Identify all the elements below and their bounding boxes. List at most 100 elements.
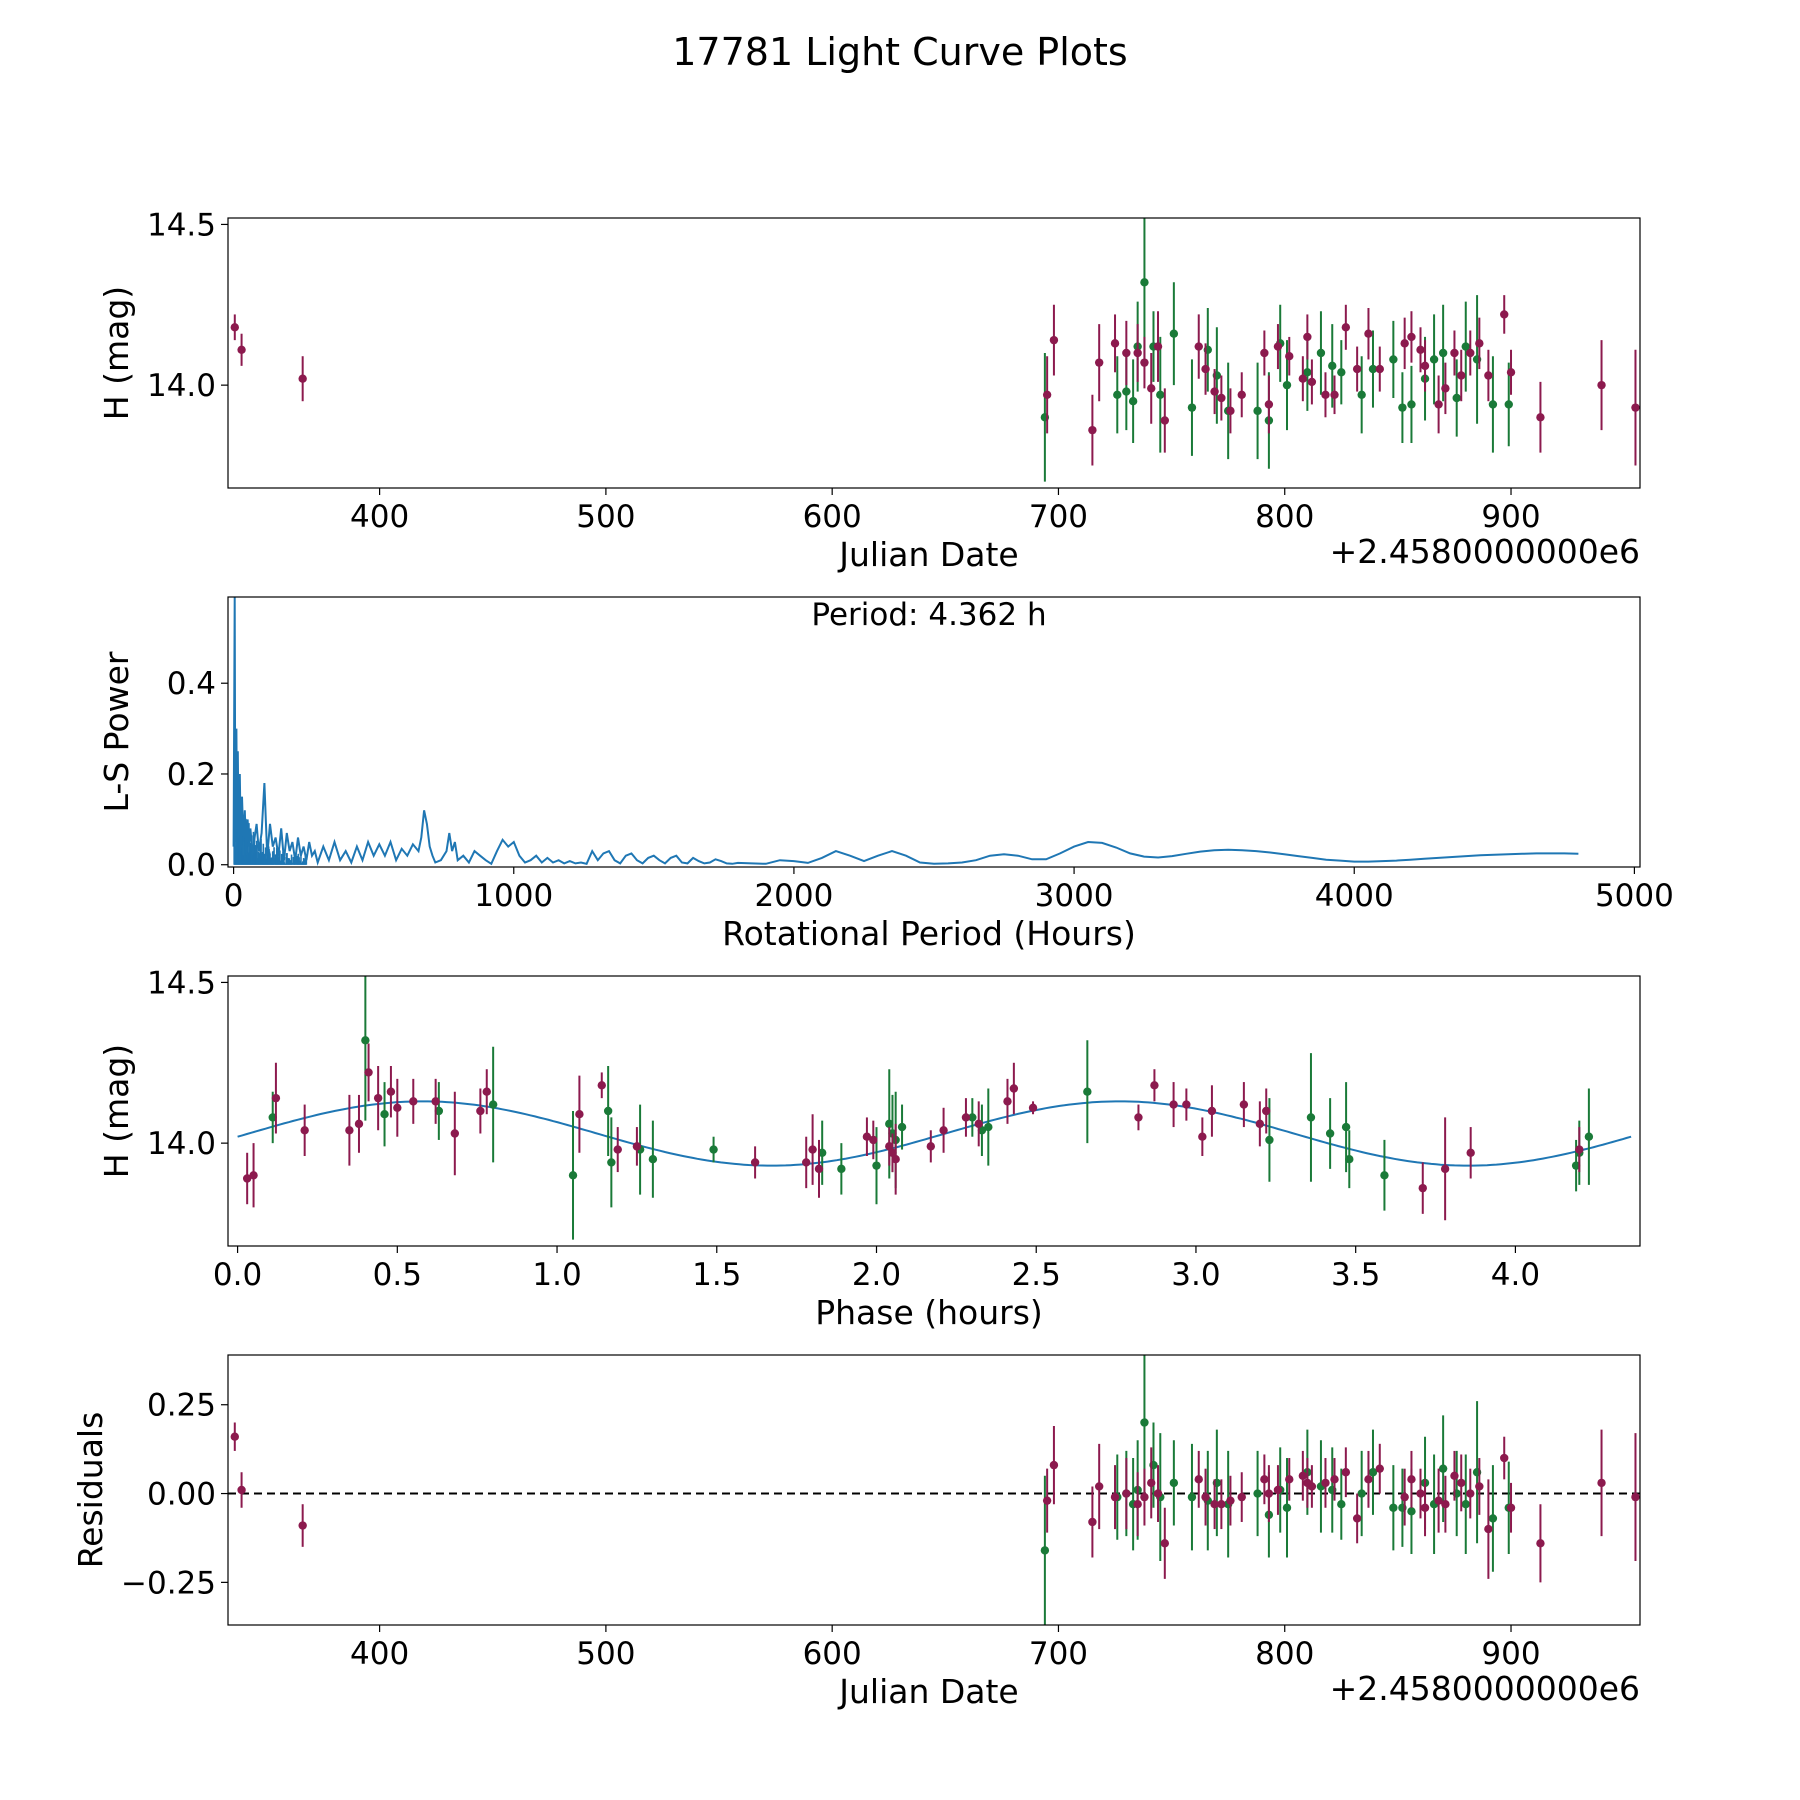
r-data-point — [1049, 335, 1059, 345]
phased-points — [242, 976, 1594, 1240]
g-data-point — [1156, 390, 1165, 399]
g-data-point — [1429, 355, 1439, 364]
g-data-point — [1389, 355, 1398, 364]
g-data-point — [837, 1164, 846, 1174]
g-data-point — [1398, 403, 1407, 412]
r-data-point — [1330, 1475, 1339, 1484]
r-data-point — [1239, 1100, 1249, 1109]
x-tick-label: 0.5 — [373, 1257, 422, 1293]
g-data-point — [1380, 1171, 1389, 1180]
x-axis-label: Phase (hours) — [815, 1293, 1043, 1332]
g-data-point — [1306, 1113, 1316, 1122]
r-data-point — [1450, 1471, 1459, 1480]
g-data-point — [1187, 403, 1197, 412]
y-tick-label: −0.25 — [121, 1565, 216, 1601]
r-data-point — [862, 1132, 872, 1141]
g-data-point — [1122, 387, 1131, 396]
r-data-point — [1434, 1496, 1443, 1505]
r-data-point — [1217, 1500, 1226, 1509]
g-data-point — [1083, 1087, 1092, 1096]
r-data-point — [1457, 1478, 1466, 1488]
g-data-point — [1341, 1122, 1351, 1132]
periodogram-panel: Period: 4.362 h 0 1000 2000 3000 4000 5000 0.0 0… — [97, 596, 1674, 953]
r-data-point — [1003, 1097, 1012, 1106]
r-data-point — [1201, 1492, 1210, 1502]
r-data-point — [1375, 364, 1384, 374]
g-data-point — [488, 1100, 498, 1109]
period-annotation: Period: 4.362 h — [811, 597, 1046, 633]
x-tick-label: 1.0 — [532, 1257, 581, 1293]
lightcurve-frame — [227, 217, 1641, 489]
r-data-point — [1441, 1500, 1450, 1509]
g-data-point — [1407, 400, 1416, 409]
r-data-point — [974, 1119, 983, 1129]
r-data-point — [1475, 339, 1484, 348]
r-data-point — [1226, 1496, 1235, 1505]
r-data-point — [1420, 1503, 1430, 1512]
g-data-point — [1328, 361, 1337, 371]
r-data-point — [1049, 1460, 1059, 1470]
r-data-point — [354, 1119, 364, 1129]
x-tick-label: 3000 — [1035, 878, 1114, 914]
y-tick-label: 14.5 — [147, 965, 216, 1001]
r-data-point — [1042, 390, 1052, 399]
r-data-point — [271, 1093, 281, 1103]
g-data-point — [434, 1106, 444, 1116]
r-data-point — [1475, 1482, 1484, 1491]
r-data-point — [386, 1087, 396, 1096]
r-data-point — [814, 1164, 824, 1174]
g-data-point — [1488, 1514, 1498, 1523]
r-data-point — [1150, 1081, 1159, 1090]
r-data-point — [1260, 1475, 1269, 1484]
r-data-point — [237, 345, 246, 354]
r-data-point — [1147, 1478, 1156, 1488]
y-axis-label: Residuals — [71, 1412, 110, 1569]
r-data-point — [926, 1142, 936, 1151]
g-data-point — [268, 1113, 277, 1122]
periodogram-line — [232, 597, 1579, 866]
r-data-point — [597, 1081, 606, 1090]
r-data-point — [1285, 352, 1294, 361]
x-tick-label: 600 — [803, 1636, 862, 1672]
x-axis-label: Julian Date — [837, 535, 1019, 574]
r-data-point — [1133, 1500, 1142, 1509]
r-data-point — [300, 1126, 309, 1135]
r-data-point — [1457, 371, 1466, 380]
r-data-point — [1416, 345, 1425, 354]
g-data-point — [1407, 1507, 1416, 1516]
g-data-point — [607, 1158, 616, 1167]
r-data-point — [242, 1174, 252, 1183]
y-tick-label: 14.0 — [147, 368, 216, 404]
r-data-point — [1273, 342, 1283, 351]
x-tick-label: 900 — [1481, 1636, 1540, 1672]
r-data-point — [230, 1432, 239, 1441]
x-offset-text: +2.4580000000e6 — [1330, 1669, 1640, 1708]
g-data-point — [977, 1126, 987, 1135]
g-data-point — [1282, 1503, 1292, 1512]
r-data-point — [1484, 371, 1493, 380]
g-data-point — [1368, 1468, 1378, 1477]
r-data-point — [1237, 1492, 1246, 1502]
r-data-point — [1418, 1183, 1427, 1193]
r-data-point — [1450, 348, 1459, 358]
g-data-point — [1438, 1464, 1448, 1473]
x-tick-label: 800 — [1255, 1636, 1314, 1672]
g-data-point — [1316, 348, 1326, 358]
x-tick-label: 5000 — [1595, 878, 1674, 914]
x-tick-label: 4.0 — [1491, 1257, 1540, 1293]
r-data-point — [1237, 390, 1246, 399]
r-data-point — [393, 1103, 402, 1112]
g-data-point — [1452, 393, 1461, 403]
g-data-point — [1040, 1546, 1050, 1555]
x-tick-label: 600 — [803, 499, 862, 535]
r-data-point — [1110, 1492, 1120, 1502]
g-data-point — [1303, 368, 1312, 377]
r-data-point — [939, 1126, 948, 1135]
figure-title: 17781 Light Curve Plots — [672, 30, 1127, 74]
r-data-point — [1140, 1492, 1149, 1502]
x-tick-label: 2.5 — [1012, 1257, 1061, 1293]
lightcurve-points — [230, 218, 1640, 482]
g-data-point — [1265, 1135, 1274, 1145]
r-data-point — [613, 1145, 622, 1154]
